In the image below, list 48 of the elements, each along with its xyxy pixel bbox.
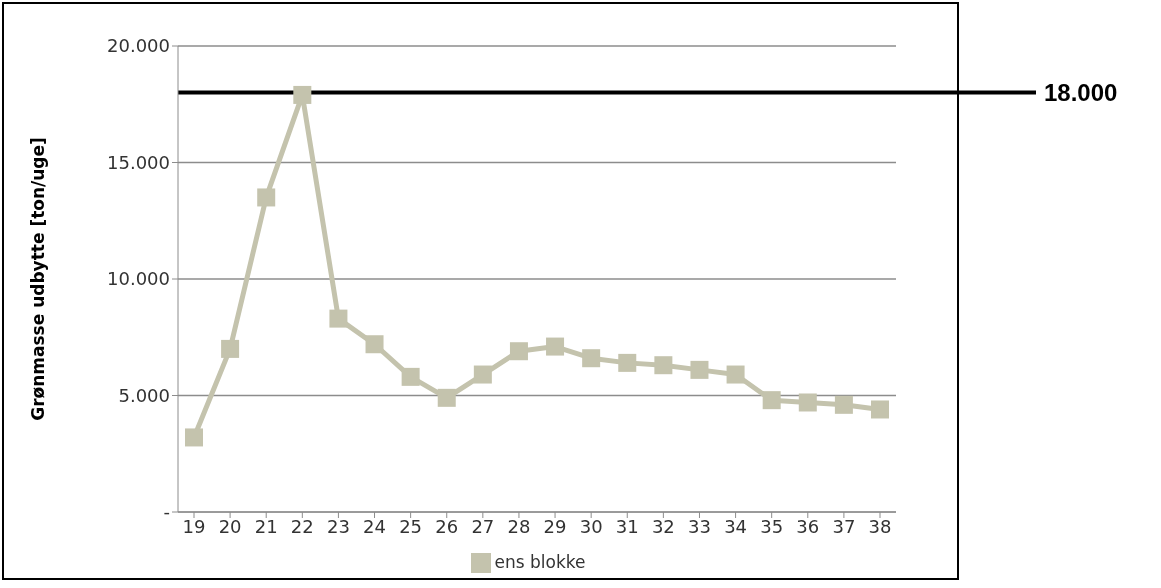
y-tick-label: 5.000 <box>118 384 170 406</box>
point <box>834 395 853 414</box>
point <box>871 400 889 419</box>
x-tick-label: 38 <box>868 515 892 537</box>
x-tick-label: 22 <box>290 515 314 537</box>
point <box>654 356 673 375</box>
x-tick-label: 23 <box>326 515 350 537</box>
point <box>293 85 312 104</box>
y-tick-label: 15.000 <box>107 151 170 173</box>
point <box>618 353 637 372</box>
x-tick-label: 21 <box>254 515 278 537</box>
x-tick-label: 26 <box>435 515 459 537</box>
point <box>401 367 420 386</box>
x-tick-label: 32 <box>651 515 675 537</box>
x-tick-label: 27 <box>471 515 495 537</box>
x-tick-label: 19 <box>182 515 206 537</box>
point <box>185 428 203 447</box>
x-tick-label: 20 <box>218 515 242 537</box>
point <box>365 335 384 354</box>
x-tick-label: 28 <box>507 515 531 537</box>
x-tick-label: 33 <box>688 515 711 537</box>
x-tick-label: 25 <box>399 515 423 537</box>
point <box>798 393 817 412</box>
point <box>546 337 565 356</box>
x-tick-label: 30 <box>579 515 603 537</box>
point <box>437 388 456 407</box>
point <box>582 349 601 368</box>
x-tick-label: 37 <box>832 515 856 537</box>
legend-label: ens blokke <box>494 552 586 572</box>
point <box>762 391 781 410</box>
x-tick-label: 24 <box>363 515 386 537</box>
point <box>329 309 348 328</box>
x-tick-label: 36 <box>796 515 820 537</box>
point <box>690 360 709 379</box>
ref-line-label: 18.000 <box>1044 78 1118 106</box>
y-tick-label: - <box>163 501 170 523</box>
y-tick-label: 20.000 <box>107 35 170 57</box>
point <box>473 365 492 384</box>
point <box>726 365 745 384</box>
point <box>509 342 528 361</box>
x-tick-label: 29 <box>543 515 567 537</box>
x-tick-label: 34 <box>724 515 748 537</box>
point <box>221 339 240 358</box>
y-axis-title: Grønmasse udbytte [ton/uge] <box>28 137 49 421</box>
x-tick-label: 35 <box>760 515 784 537</box>
x-tick-label: 31 <box>615 515 639 537</box>
point <box>257 188 276 207</box>
y-tick-label: 10.000 <box>107 268 170 290</box>
